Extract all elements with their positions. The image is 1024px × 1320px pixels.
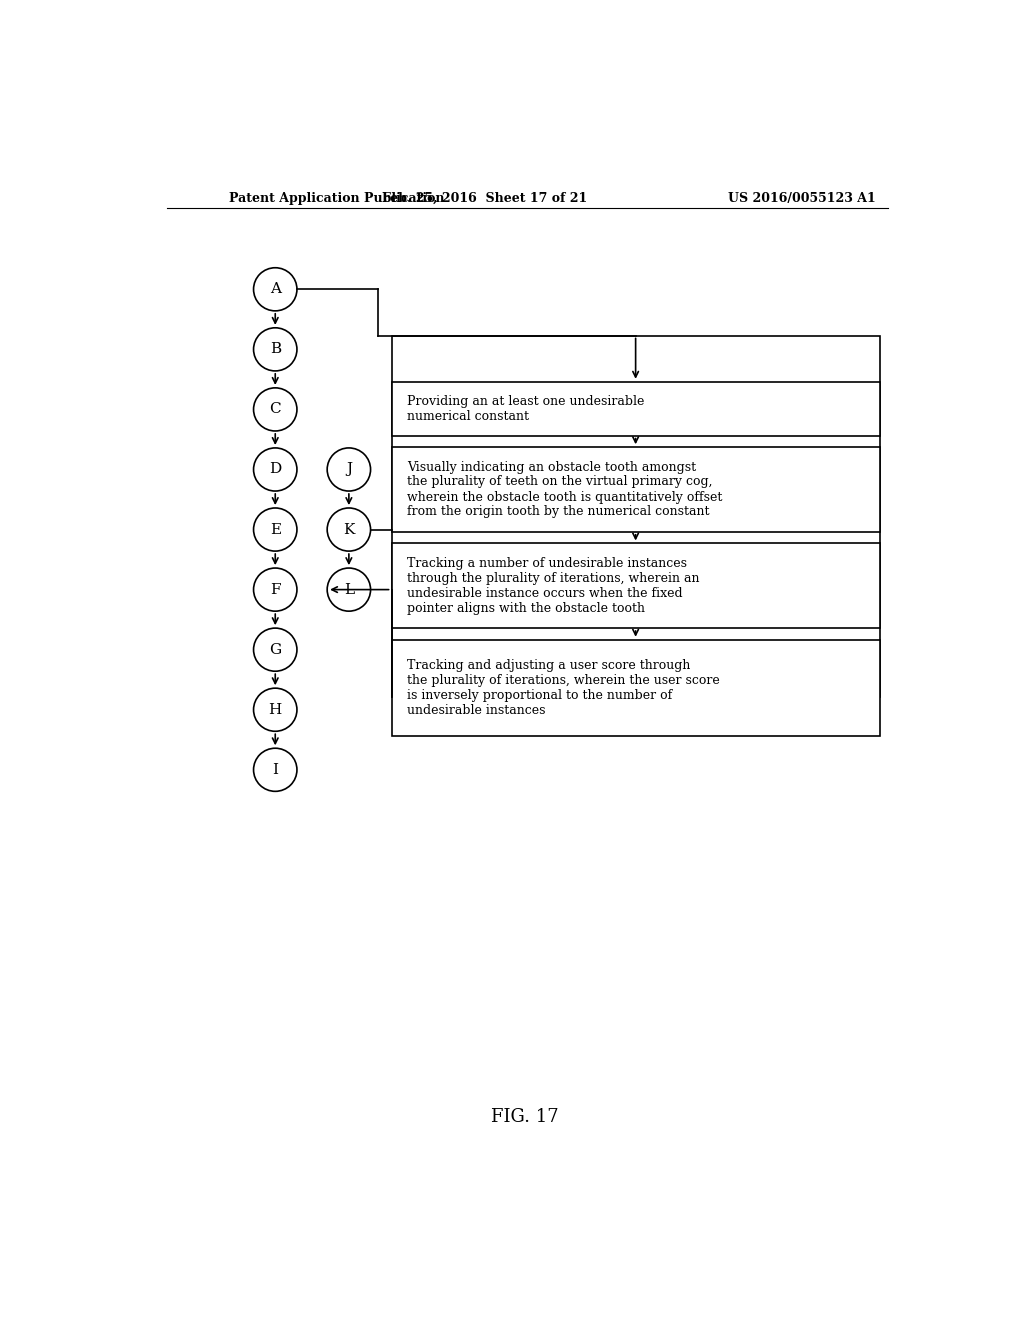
Text: US 2016/0055123 A1: US 2016/0055123 A1 (728, 191, 877, 205)
Text: D: D (269, 462, 282, 477)
Text: Patent Application Publication: Patent Application Publication (228, 191, 444, 205)
Text: K: K (343, 523, 354, 536)
Text: Tracking a number of undesirable instances
through the plurality of iterations, : Tracking a number of undesirable instanc… (407, 557, 699, 615)
Bar (391, 640, 880, 737)
Text: H: H (268, 702, 282, 717)
Text: G: G (269, 643, 282, 656)
Text: FIG. 17: FIG. 17 (490, 1107, 559, 1126)
Bar (391, 544, 880, 628)
Text: I: I (272, 763, 279, 776)
Bar (391, 335, 880, 697)
Text: J: J (346, 462, 352, 477)
Text: F: F (270, 582, 281, 597)
Text: L: L (344, 582, 354, 597)
Text: Visually indicating an obstacle tooth amongst
the plurality of teeth on the virt: Visually indicating an obstacle tooth am… (407, 461, 722, 519)
Text: A: A (269, 282, 281, 296)
Text: B: B (269, 342, 281, 356)
Text: E: E (269, 523, 281, 536)
Text: Feb. 25, 2016  Sheet 17 of 21: Feb. 25, 2016 Sheet 17 of 21 (382, 191, 587, 205)
Text: Tracking and adjusting a user score through
the plurality of iterations, wherein: Tracking and adjusting a user score thro… (407, 659, 720, 717)
Bar (391, 381, 880, 436)
Text: C: C (269, 403, 281, 416)
Text: Providing an at least one undesirable
numerical constant: Providing an at least one undesirable nu… (407, 395, 644, 422)
Bar (391, 447, 880, 532)
